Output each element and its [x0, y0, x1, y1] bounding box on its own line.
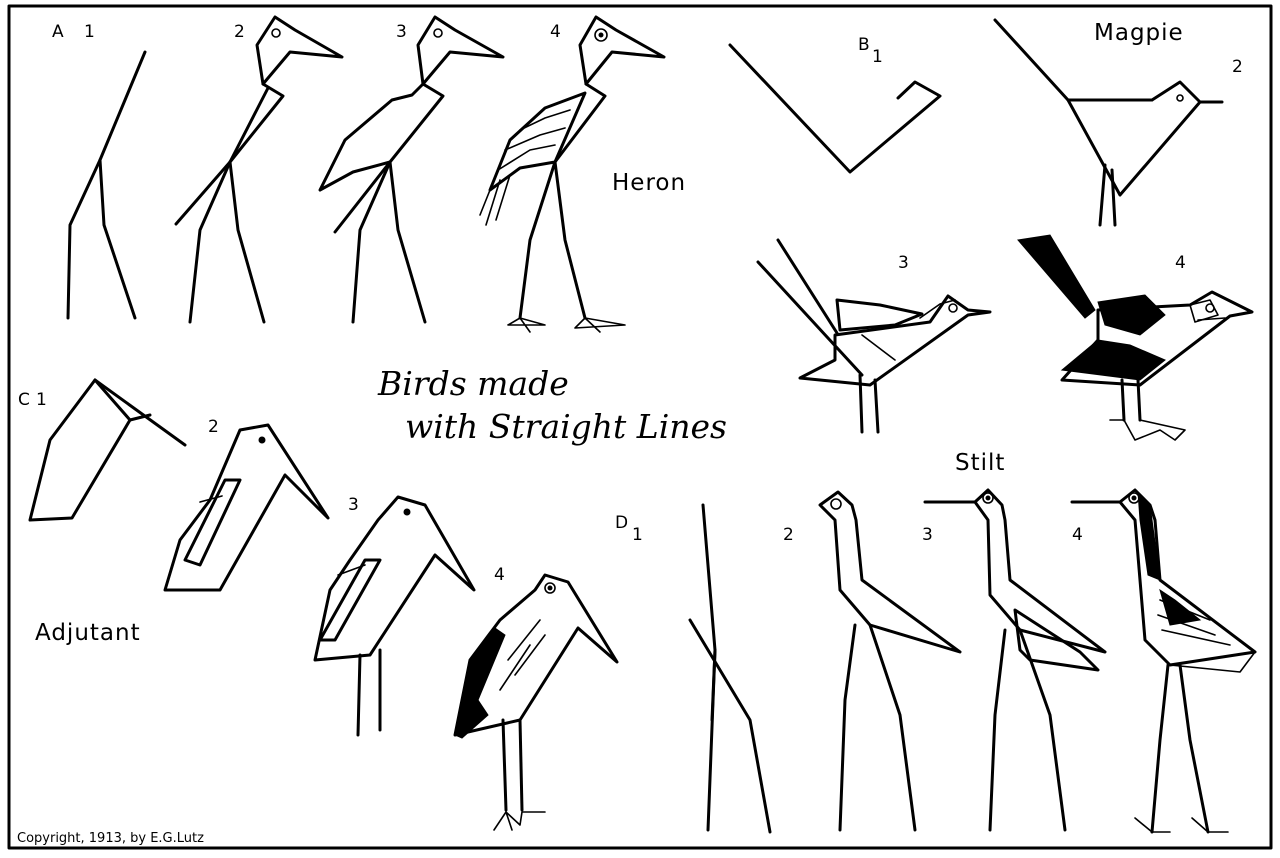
heron-step-4-label: 4: [550, 22, 561, 42]
magpie-step-1-drawing: [728, 43, 942, 174]
stilt-step-1-drawing: [688, 503, 772, 834]
title-line-2: with Straight Lines: [405, 407, 727, 446]
heron-step-3-drawing: [318, 15, 505, 324]
title-line-1: Birds made: [377, 364, 569, 403]
adjutant-step-2-label: 2: [208, 417, 219, 437]
stilt-name: Stilt: [955, 450, 1005, 476]
magpie-step-4-drawing: [1017, 234, 1254, 441]
adjutant-step-2-drawing: [163, 423, 330, 592]
magpie-step-2-drawing: [993, 18, 1224, 227]
adjutant-step-1-drawing: [28, 378, 187, 522]
stilt-section: Stilt D 1 2 3 4: [615, 450, 1257, 834]
stilt-step-2-drawing: [818, 490, 962, 832]
magpie-step-4-label: 4: [1175, 253, 1186, 273]
stilt-step-4-label: 4: [1072, 525, 1083, 545]
copyright-note: Copyright, 1913, by E.G.Lutz: [17, 831, 204, 846]
stilt-step-3-drawing: [923, 488, 1107, 832]
magpie-step-2-label: 2: [1232, 57, 1243, 77]
stilt-section-letter: D: [615, 513, 628, 533]
stilt-step-4-drawing: [1070, 488, 1257, 834]
plate-border: [7, 4, 1273, 850]
magpie-section: B 1 Magpie 2 3 4: [728, 18, 1254, 441]
heron-step-2-label: 2: [234, 22, 245, 42]
adjutant-step-4-label: 4: [494, 565, 505, 585]
heron-step-4-drawing: [479, 15, 666, 333]
stilt-step-2-label: 2: [783, 525, 794, 545]
adjutant-step-3-drawing: [313, 495, 476, 737]
heron-section: A 1 2 3 4 Heron: [52, 15, 686, 333]
heron-step-1-label: 1: [84, 22, 95, 42]
plate-title: Birds made with Straight Lines: [377, 364, 727, 446]
heron-name: Heron: [612, 170, 686, 196]
adjutant-section-letter: C: [18, 390, 30, 410]
magpie-step-3-drawing: [756, 238, 992, 434]
heron-step-3-label: 3: [396, 22, 407, 42]
heron-step-2-drawing: [174, 15, 344, 324]
adjutant-step-1-label: 1: [36, 390, 47, 410]
heron-section-letter: A: [52, 22, 64, 42]
adjutant-step-3-label: 3: [348, 495, 359, 515]
magpie-name: Magpie: [1094, 20, 1184, 46]
adjutant-step-4-drawing: [453, 573, 619, 831]
adjutant-name: Adjutant: [35, 620, 141, 646]
stilt-step-1-label: 1: [632, 525, 643, 545]
stilt-step-3-label: 3: [922, 525, 933, 545]
heron-step-1-drawing: [66, 50, 147, 320]
magpie-step-3-label: 3: [898, 253, 909, 273]
adjutant-section: C 1 2 3 4 Adjutant: [18, 378, 619, 831]
magpie-section-letter: B: [858, 35, 870, 55]
magpie-step-1-label: 1: [872, 47, 883, 67]
